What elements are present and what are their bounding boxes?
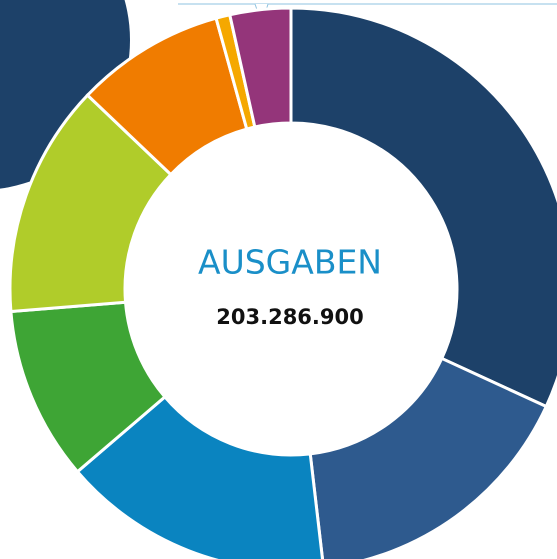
slice <box>227 6 293 129</box>
center-title: AUSGABEN <box>198 243 382 282</box>
center-total: 203.286.900 <box>216 305 363 329</box>
slice <box>308 356 549 559</box>
slices <box>8 6 557 559</box>
background-circle <box>0 0 130 189</box>
slice <box>289 6 557 409</box>
